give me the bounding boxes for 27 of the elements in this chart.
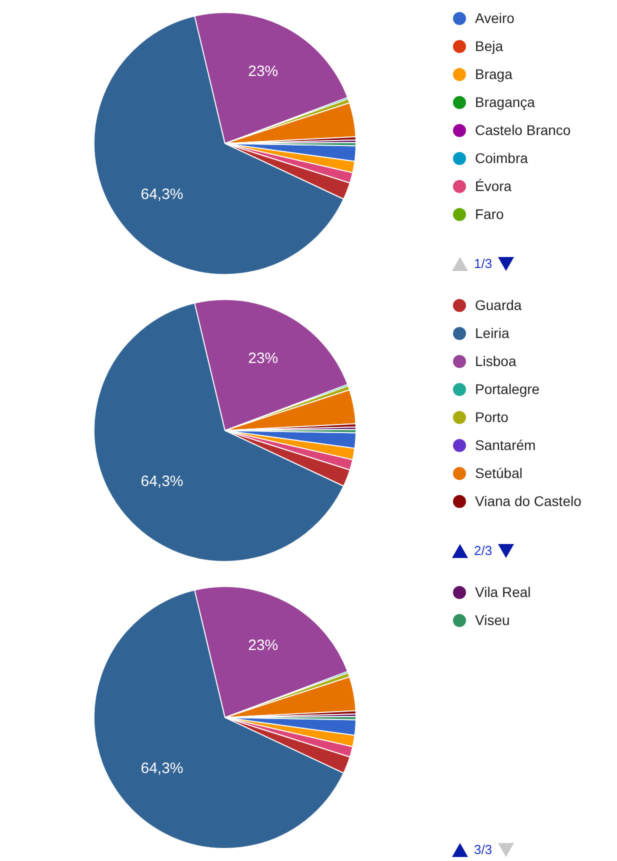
legend-label: Aveiro xyxy=(475,10,514,26)
data-label: 23% xyxy=(248,62,278,80)
legend-label: Bragança xyxy=(475,94,535,110)
legend-label: Évora xyxy=(475,178,512,194)
data-label: 23% xyxy=(248,350,278,367)
text: 3/3 xyxy=(474,842,492,857)
legend-label: Portalegre xyxy=(475,381,540,397)
legend-label: Leiria xyxy=(475,325,510,341)
legend-label: Braga xyxy=(475,66,512,82)
data-label: 64,3% xyxy=(140,760,184,777)
text: 1/3 xyxy=(474,256,492,271)
text: 2/3 xyxy=(474,543,492,558)
legend-label: Viana do Castelo xyxy=(475,493,582,509)
data-label: 64,3% xyxy=(140,186,184,203)
legend-label: Vila Real xyxy=(475,584,531,600)
legend-label: Lisboa xyxy=(475,353,516,369)
legend-label: Guarda xyxy=(475,297,522,313)
legend-label: Porto xyxy=(475,409,508,425)
legend-label: Santarém xyxy=(475,437,536,453)
legend-label: Beja xyxy=(475,38,504,54)
legend-label: Faro xyxy=(475,206,504,222)
data-label: 23% xyxy=(248,636,278,654)
legend-label: Setúbal xyxy=(475,465,522,481)
legend-label: Castelo Branco xyxy=(475,122,571,138)
data-label: 64,3% xyxy=(140,472,184,490)
legend-label: Coimbra xyxy=(475,150,528,166)
legend-label: Viseu xyxy=(475,612,510,628)
